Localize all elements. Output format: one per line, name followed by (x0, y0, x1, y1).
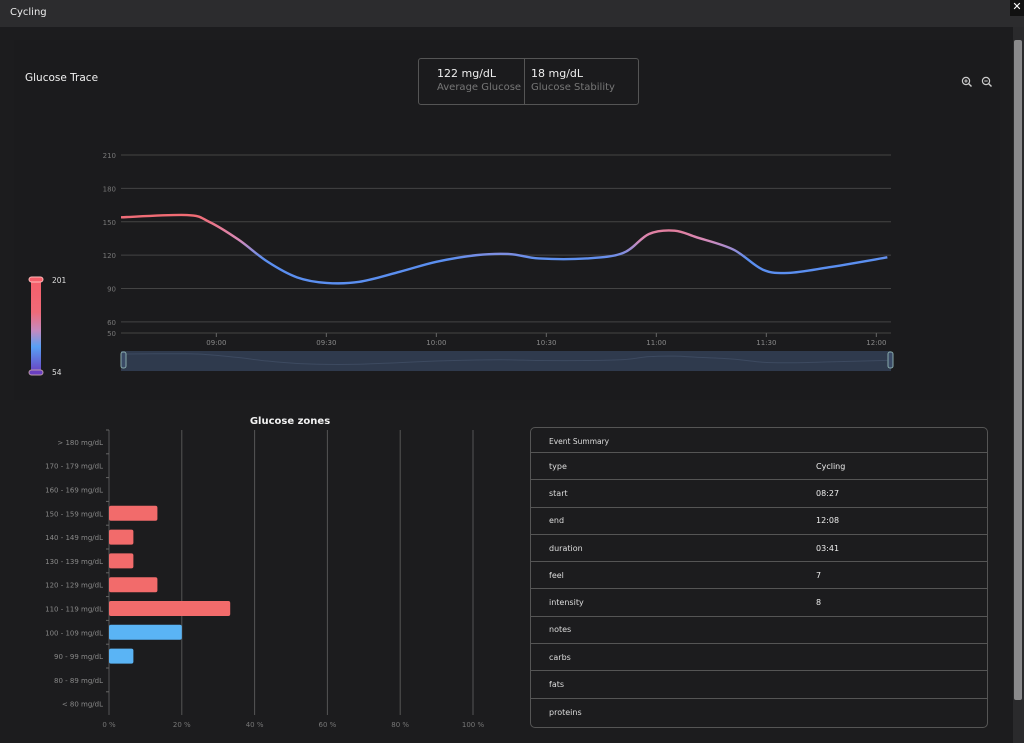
table-row: proteins (531, 699, 987, 726)
table-row: notes (531, 617, 987, 645)
navigator-left-handle[interactable] (120, 351, 127, 369)
category-label: 150 - 159 mg/dL (45, 510, 103, 518)
category-label: > 180 mg/dL (57, 439, 103, 447)
stat-label: Glucose Stability (531, 82, 615, 93)
stat-value: 122 mg/dL (437, 67, 497, 80)
y-tick-label: 210 (103, 152, 116, 160)
row-value: 12:08 (816, 516, 840, 526)
row-key: start (549, 488, 568, 498)
row-key: feel (549, 570, 564, 580)
table-row: start 08:27 (531, 480, 987, 508)
scrollbar-thumb[interactable] (1014, 40, 1022, 700)
zoom-out-icon[interactable] (981, 76, 993, 88)
y-tick-label: 90 (107, 286, 116, 294)
row-value: 7 (816, 570, 822, 580)
zone-bar[interactable] (109, 601, 231, 616)
range-navigator[interactable] (121, 351, 891, 371)
zoom-in-icon[interactable] (961, 76, 973, 88)
legend-max-handle (28, 276, 44, 283)
category-label: 100 - 109 mg/dL (45, 629, 103, 637)
x-tick-label: 09:30 (316, 339, 336, 347)
table-row: intensity 8 (531, 589, 987, 617)
x-tick-label: 40 % (246, 721, 264, 729)
zone-bar[interactable] (109, 505, 158, 521)
average-glucose-stat: 122 mg/dL Average Glucose (419, 59, 524, 104)
color-scale-legend: 201 54 (28, 276, 67, 377)
table-row: type Cycling (531, 453, 987, 481)
zone-bar[interactable] (109, 577, 158, 593)
title-bar: Cycling ✕ (0, 0, 1024, 27)
row-key: duration (549, 543, 583, 553)
category-label: < 80 mg/dL (62, 701, 103, 709)
category-label: 160 - 169 mg/dL (45, 487, 103, 495)
glucose-zones-chart: Glucose zones 0 % 20 % 40 % 60 % 80 % 100 % > … (45, 416, 485, 729)
zone-bar[interactable] (109, 529, 134, 545)
legend-max-label: 201 (52, 276, 67, 285)
stat-value: 18 mg/dL (531, 67, 584, 80)
x-tick-label: 20 % (173, 721, 191, 729)
table-row: end 12:08 (531, 508, 987, 535)
window-title: Cycling (10, 7, 47, 18)
navigator-right-handle[interactable] (887, 351, 894, 369)
row-key: fats (549, 680, 565, 690)
table-row: duration 03:41 (531, 535, 987, 563)
glucose-stability-stat: 18 mg/dL Glucose Stability (524, 59, 629, 104)
table-row: carbs (531, 644, 987, 672)
y-tick-label: 60 (107, 319, 116, 327)
glucose-trace-chart: 210 180 150 120 90 60 50 09:00 09:30 10:00 10:30 11… (103, 152, 894, 371)
category-label: 110 - 119 mg/dL (45, 606, 103, 614)
row-key: carbs (549, 652, 571, 662)
navigator-preview-line (120, 353, 888, 365)
legend-min-handle (28, 369, 44, 376)
x-tick-label: 11:30 (756, 339, 776, 347)
x-tick-label: 12:00 (866, 339, 886, 347)
category-label: 120 - 129 mg/dL (45, 582, 103, 590)
zone-bar[interactable] (109, 648, 134, 664)
row-value: 08:27 (816, 488, 840, 498)
category-label: 170 - 179 mg/dL (45, 463, 103, 471)
x-tick-label: 09:00 (206, 339, 226, 347)
legend-gradient-bar (31, 279, 41, 373)
x-tick-label: 60 % (319, 721, 337, 729)
category-label: 80 - 89 mg/dL (54, 677, 103, 685)
x-tick-label: 11:00 (646, 339, 666, 347)
row-key: end (549, 516, 565, 526)
row-key: intensity (549, 598, 584, 608)
x-tick-label: 10:30 (536, 339, 556, 347)
row-value: 8 (816, 598, 822, 608)
row-value: 03:41 (816, 543, 840, 553)
legend-min-label: 54 (52, 368, 62, 377)
category-label: 90 - 99 mg/dL (54, 653, 103, 661)
event-summary-title: Event Summary (531, 428, 987, 453)
y-tick-label: 50 (107, 330, 116, 338)
glucose-series-line (120, 213, 888, 285)
stats-box: 122 mg/dL Average Glucose 18 mg/dL Gluco… (418, 58, 639, 105)
close-icon[interactable]: ✕ (1010, 0, 1024, 16)
y-tick-label: 180 (103, 185, 116, 193)
row-key: proteins (549, 707, 582, 717)
glucose-zones-title: Glucose zones (250, 416, 330, 427)
zone-bar[interactable] (109, 553, 134, 569)
category-label: 130 - 139 mg/dL (45, 558, 103, 566)
table-row: feel 7 (531, 562, 987, 590)
x-tick-label: 0 % (102, 721, 116, 729)
y-tick-label: 120 (103, 252, 116, 260)
x-tick-label: 100 % (462, 721, 485, 729)
event-summary-table: Event Summary type Cycling start 08:27 end 12… (530, 427, 988, 728)
row-key: notes (549, 625, 572, 635)
glucose-trace-title: Glucose Trace (25, 72, 99, 84)
stat-label: Average Glucose (437, 82, 522, 93)
y-tick-label: 150 (103, 219, 116, 227)
scrollbar[interactable] (1013, 27, 1024, 743)
row-key: type (549, 461, 567, 471)
glucose-trace-panel (14, 40, 1000, 400)
category-label: 140 - 149 mg/dL (45, 534, 103, 542)
row-value: Cycling (816, 461, 846, 471)
x-tick-label: 10:00 (426, 339, 446, 347)
table-row: fats (531, 671, 987, 699)
x-tick-label: 80 % (391, 721, 409, 729)
zone-bar[interactable] (109, 624, 182, 640)
